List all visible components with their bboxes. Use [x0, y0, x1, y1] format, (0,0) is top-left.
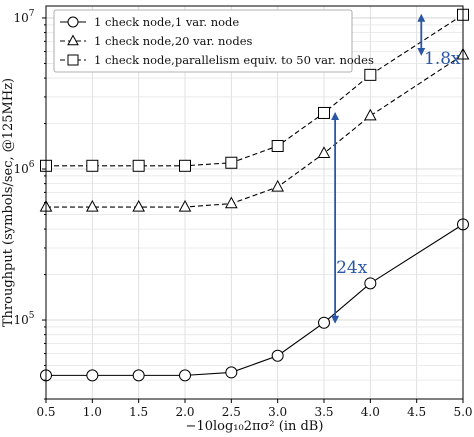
series-line	[46, 223, 464, 376]
axis-ticks: 0.5 1.0 1.5 2.0 2.5 3.0 3.5 4.0 4.5 5.0 105 106 107	[13, 9, 472, 419]
legend-label: 1 check node,20 var. nodes	[94, 34, 253, 48]
data-point	[179, 159, 191, 172]
x-tick-label: 1.5	[129, 405, 148, 419]
legend-marker	[67, 54, 79, 66]
data-point	[271, 179, 285, 192]
data-point	[271, 139, 284, 152]
x-tick-label: 4.0	[361, 405, 380, 419]
data-point	[86, 159, 99, 172]
annotation-label: 1.8x	[424, 49, 461, 69]
y-tick-label: 107	[13, 9, 34, 25]
data-point	[364, 277, 377, 290]
data-point	[363, 108, 377, 121]
data-point	[85, 199, 99, 212]
data-point	[132, 369, 145, 382]
annotations: 24x 1.8x	[331, 13, 461, 324]
data-point	[132, 159, 145, 172]
legend-marker	[67, 34, 79, 46]
series-triangle	[39, 47, 470, 212]
legend-label: 1 check node,1 var. node	[94, 15, 239, 29]
legend: 1 check node,1 var. node 1 check node,20 …	[53, 9, 374, 73]
data-point	[178, 199, 192, 212]
data-point	[86, 369, 99, 382]
x-tick-label: 3.5	[314, 405, 333, 419]
x-tick-label: 3.0	[268, 405, 287, 419]
annotation-label: 24x	[336, 258, 368, 278]
data-point	[317, 146, 331, 158]
x-tick-label: 0.5	[36, 405, 55, 419]
series-circle	[40, 218, 469, 382]
y-axis-label: Throughput (symbols/sec, @125MHz)	[1, 78, 16, 327]
data-point	[318, 106, 330, 119]
x-axis-label: −10log₁₀2πσ² (in dB)	[186, 419, 324, 434]
x-tick-label: 5.0	[453, 405, 472, 419]
x-tick-label: 2.0	[175, 405, 194, 419]
legend-marker	[67, 16, 79, 28]
data-point	[271, 349, 284, 362]
data-point	[318, 316, 330, 329]
data-point	[224, 196, 238, 209]
legend-box	[53, 9, 353, 73]
data-point	[132, 199, 146, 212]
data-point	[179, 369, 191, 382]
x-tick-label: 2.5	[222, 405, 241, 419]
y-tick-label: 106	[13, 160, 34, 176]
x-tick-label: 1.0	[83, 405, 102, 419]
data-point	[364, 68, 377, 81]
legend-label: 1 check node,parallelism equiv. to 50 va…	[94, 53, 374, 67]
data-point	[225, 156, 238, 169]
x-tick-label: 4.5	[407, 405, 426, 419]
y-tick-label: 105	[13, 311, 34, 327]
series-line	[46, 54, 464, 208]
data-point	[225, 366, 238, 379]
